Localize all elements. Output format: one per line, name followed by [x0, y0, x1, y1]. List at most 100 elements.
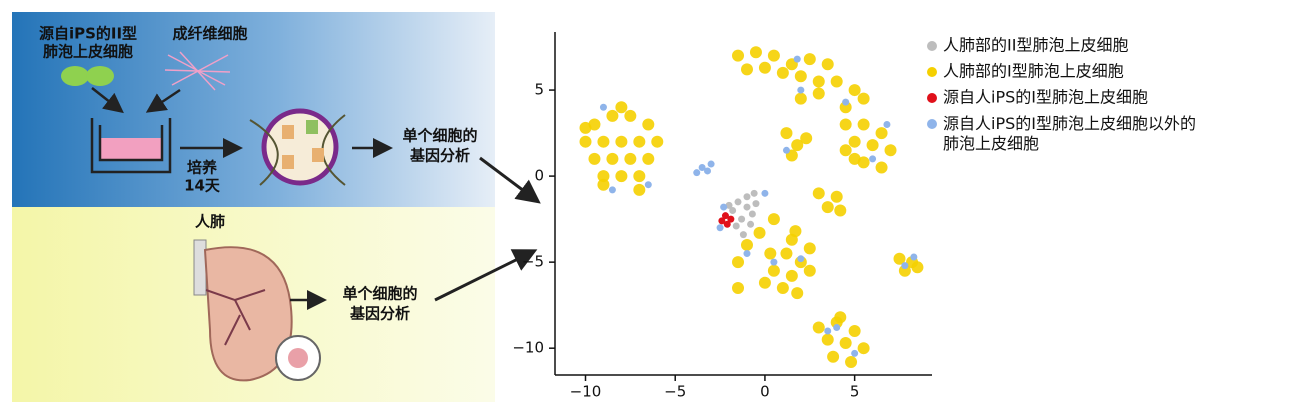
point	[782, 146, 790, 154]
point	[848, 84, 861, 97]
cell	[282, 155, 294, 169]
point	[857, 118, 870, 131]
point	[633, 183, 646, 196]
point	[767, 49, 780, 62]
legend-label: 人肺部的I型肺泡上皮细胞	[943, 62, 1124, 81]
point	[734, 198, 742, 206]
point	[833, 324, 841, 332]
point	[869, 155, 877, 163]
point	[732, 256, 745, 269]
point	[794, 70, 807, 83]
point	[851, 349, 859, 357]
x-tick-label: −10	[570, 383, 602, 401]
point	[834, 311, 847, 324]
legend-label: 源自人iPS的I型肺泡上皮细胞	[943, 88, 1148, 107]
label: 基因分析	[409, 147, 470, 165]
point	[830, 190, 843, 203]
point	[725, 201, 733, 209]
point	[848, 135, 861, 148]
point	[743, 193, 751, 201]
point	[606, 152, 619, 165]
point	[651, 135, 664, 148]
point	[776, 281, 789, 294]
legend-marker	[927, 67, 937, 77]
point	[884, 144, 897, 157]
point	[812, 87, 825, 100]
point	[803, 53, 816, 66]
point	[789, 225, 802, 238]
point	[698, 164, 706, 172]
point	[770, 258, 778, 266]
point	[615, 135, 628, 148]
point	[747, 220, 755, 228]
point	[750, 189, 758, 197]
point	[893, 252, 906, 265]
label: 人肺	[195, 213, 225, 231]
point	[821, 333, 834, 346]
cell	[312, 148, 324, 162]
point	[824, 327, 832, 335]
point	[588, 152, 601, 165]
point	[812, 187, 825, 200]
point	[812, 321, 825, 334]
point	[718, 217, 726, 225]
point	[883, 120, 891, 128]
alveoli	[288, 348, 308, 368]
point	[597, 178, 610, 191]
legend-marker	[927, 119, 937, 129]
dish	[90, 118, 172, 174]
point	[597, 170, 610, 183]
point	[748, 210, 756, 218]
point	[740, 238, 753, 251]
trachea	[193, 239, 207, 296]
label: 单个细胞的	[402, 127, 477, 145]
label: 肺泡上皮细胞	[43, 43, 133, 61]
point	[579, 135, 592, 148]
arrow	[479, 156, 541, 204]
point	[780, 247, 793, 260]
point	[642, 152, 655, 165]
point	[606, 109, 619, 122]
organoid	[261, 108, 339, 186]
y-tick-label: −10	[512, 339, 544, 357]
point	[848, 324, 861, 337]
point	[633, 170, 646, 183]
point	[848, 152, 861, 165]
point	[723, 220, 731, 228]
point	[901, 262, 909, 270]
point	[767, 264, 780, 277]
label: 基因分析	[349, 305, 410, 323]
y-tick-label: 0	[534, 167, 544, 185]
point	[839, 337, 852, 350]
point	[842, 98, 850, 106]
point	[803, 264, 816, 277]
label: 培养	[187, 159, 218, 177]
label: 成纤维细胞	[172, 25, 247, 43]
cell	[306, 120, 318, 134]
point	[615, 170, 628, 183]
cell	[282, 125, 294, 139]
point	[727, 215, 735, 223]
point	[624, 109, 637, 122]
legend-marker	[927, 93, 937, 103]
bronchi	[205, 289, 266, 346]
point	[633, 135, 646, 148]
point	[642, 118, 655, 131]
point	[780, 127, 793, 140]
point	[797, 255, 805, 263]
point	[827, 350, 840, 363]
point	[910, 253, 918, 261]
point	[732, 49, 745, 62]
fibroblast-icon	[164, 51, 231, 91]
point	[732, 281, 745, 294]
point	[839, 118, 852, 131]
point	[749, 46, 762, 59]
point	[767, 213, 780, 226]
point	[739, 231, 747, 239]
y-tick-label: −5	[522, 253, 544, 271]
point	[761, 189, 769, 197]
point	[758, 61, 771, 74]
point	[721, 212, 729, 220]
point	[821, 201, 834, 214]
x-tick-label: 0	[760, 383, 770, 401]
